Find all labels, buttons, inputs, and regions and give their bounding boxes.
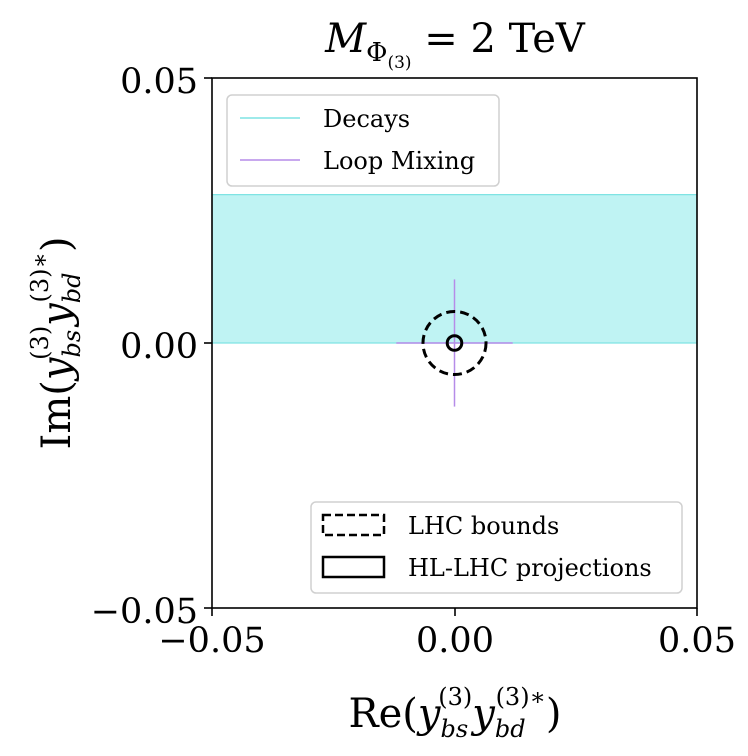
legend-top: Decays Loop Mixing <box>226 94 500 187</box>
legend-loop-mixing-label: Loop Mixing <box>323 147 475 175</box>
legend-lhc-label: LHC bounds <box>408 512 559 540</box>
lhc-bounds-contour <box>421 309 488 377</box>
ytick-label-bottom: −0.05 <box>91 592 198 632</box>
x-axis-label: Re(ybs(3)ybd(3)∗) <box>349 683 562 743</box>
legend-hl-lhc-swatch <box>321 555 386 579</box>
xtick-label-right: 0.05 <box>658 621 736 661</box>
hl-lhc-projection-contour <box>445 334 464 352</box>
xtick-label-left: −0.05 <box>158 621 265 661</box>
xtick-label-mid: 0.00 <box>416 621 494 661</box>
legend-lhc-swatch <box>321 513 386 537</box>
legend-bottom-frame <box>310 501 683 594</box>
ytick-label-mid: 0.00 <box>120 327 198 367</box>
legend-decays-label: Decays <box>323 105 410 133</box>
chart-title: MΦ(3) = 2 TeV <box>324 16 586 73</box>
ytick-label-top: 0.05 <box>120 62 198 102</box>
legend-hl-lhc-label: HL-LHC projections <box>408 554 652 582</box>
y-axis-label: Im(ybs(3)ybd(3)∗) <box>26 237 86 450</box>
legend-bottom: LHC bounds HL-LHC projections <box>310 501 683 594</box>
